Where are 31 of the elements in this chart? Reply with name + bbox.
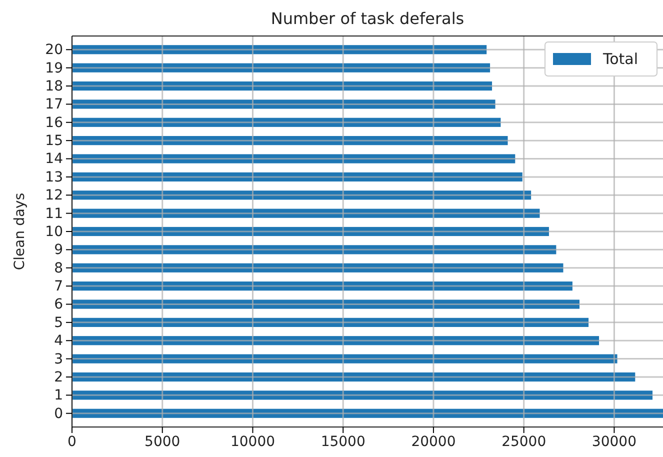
y-tick-label: 18 [45, 78, 63, 94]
y-tick-label: 1 [54, 388, 63, 404]
x-tick-label: 30000 [592, 434, 636, 450]
y-tick-label: 16 [45, 114, 64, 131]
y-tick-label: 0 [54, 406, 63, 422]
y-tick-label: 12 [45, 188, 63, 204]
y-tick-label: 13 [45, 169, 63, 186]
y-tick-label: 4 [54, 333, 64, 350]
y-tick-label: 9 [54, 242, 63, 258]
x-tick-label: 5000 [144, 434, 180, 450]
chart-title: Number of task deferals [270, 9, 464, 28]
y-tick-label: 10 [45, 224, 63, 240]
x-tick-label: 10000 [230, 434, 276, 450]
y-tick-label: 19 [45, 60, 63, 76]
legend-label: Total [602, 50, 638, 68]
y-tick-label: 14 [45, 151, 64, 168]
y-tick-label: 15 [45, 133, 63, 150]
y-tick-label: 20 [45, 42, 63, 58]
y-tick-label: 17 [45, 96, 63, 113]
x-tick-label: 15000 [320, 434, 366, 450]
y-tick-label: 6 [54, 296, 64, 313]
x-tick-label: 20000 [411, 434, 456, 450]
x-tick-label: 25000 [502, 434, 546, 450]
x-tick-label: 0 [68, 434, 76, 450]
y-tick-label: 5 [54, 314, 63, 331]
y-axis-title: Clean days [12, 192, 28, 270]
y-tick-label: 2 [54, 369, 63, 386]
y-tick-label: 7 [54, 278, 63, 295]
y-tick-label: 11 [45, 206, 63, 222]
y-tick-label: 3 [54, 351, 63, 368]
y-tick-label: 8 [54, 260, 63, 276]
